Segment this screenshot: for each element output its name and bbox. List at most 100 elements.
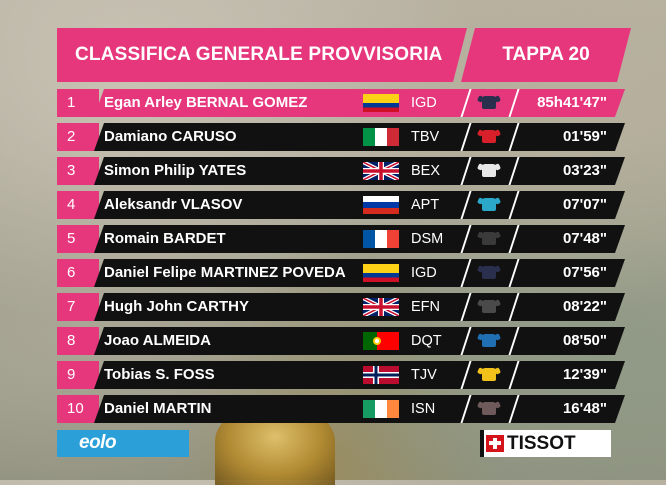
jersey-icon <box>482 402 496 415</box>
row-body <box>94 259 625 287</box>
team-code: DSM <box>411 231 444 247</box>
tissot-logo: TISSOT <box>480 430 611 457</box>
table-row: 1 Egan Arley BERNAL GOMEZ IGD 85h41'47" <box>57 89 625 117</box>
row-body <box>94 395 625 423</box>
rider-name: Egan Arley BERNAL GOMEZ <box>104 94 308 111</box>
time-gap: 07'07" <box>562 196 607 213</box>
time-gap: 07'48" <box>562 230 607 247</box>
team-code: BEX <box>411 163 441 179</box>
rider-name: Tobias S. FOSS <box>104 366 215 383</box>
rider-name: Romain BARDET <box>104 230 226 247</box>
team-jersey-cell <box>460 225 520 253</box>
rider-name: Damiano CARUSO <box>104 128 237 145</box>
table-row: 7 Hugh John CARTHY EFN 08'22" <box>57 293 625 321</box>
team-jersey-cell <box>460 191 520 219</box>
team-jersey-cell <box>460 395 520 423</box>
table-row: 3 Simon Philip YATES BEX 03'23" <box>57 157 625 185</box>
country-flag-icon <box>363 264 399 282</box>
country-flag-icon <box>363 332 399 350</box>
jersey-icon <box>482 300 496 313</box>
tissot-logo-text: TISSOT <box>507 433 576 454</box>
country-flag-icon <box>363 94 399 112</box>
team-code: ISN <box>411 401 436 417</box>
rider-name: Daniel Felipe MARTINEZ POVEDA <box>104 264 346 281</box>
time-gap: 01'59" <box>562 128 607 145</box>
row-body <box>94 327 625 355</box>
country-flag-icon <box>363 400 399 418</box>
team-jersey-cell <box>460 123 520 151</box>
team-jersey-cell <box>460 157 520 185</box>
row-body <box>94 123 625 151</box>
table-row: 10 Daniel MARTIN ISN 16'48" <box>57 395 625 423</box>
team-jersey-cell <box>460 293 520 321</box>
team-jersey-cell <box>460 327 520 355</box>
row-body <box>94 225 625 253</box>
team-code: DQT <box>411 333 442 349</box>
table-row: 5 Romain BARDET DSM 07'48" <box>57 225 625 253</box>
table-row: 6 Daniel Felipe MARTINEZ POVEDA IGD 07'56" <box>57 259 625 287</box>
tissot-logo-edge <box>480 430 484 457</box>
rank-position: 1 <box>57 89 99 117</box>
rank-position: 9 <box>57 361 99 389</box>
rank-position: 5 <box>57 225 99 253</box>
team-code: IGD <box>411 265 437 281</box>
team-jersey-cell <box>460 89 520 117</box>
team-code: TBV <box>411 129 440 145</box>
rank-position: 8 <box>57 327 99 355</box>
row-body <box>94 361 625 389</box>
time-gap: 08'50" <box>562 332 607 349</box>
header-title-panel: CLASSIFICA GENERALE PROVVISORIA <box>57 28 467 82</box>
header-stage-panel: TAPPA 20 <box>461 28 631 82</box>
row-body <box>94 89 625 117</box>
country-flag-icon <box>362 160 400 182</box>
row-body <box>94 157 625 185</box>
country-flag-icon <box>362 296 400 318</box>
eolo-logo: eolo <box>57 430 189 457</box>
row-body <box>94 191 625 219</box>
table-row: 4 Aleksandr VLASOV APT 07'07" <box>57 191 625 219</box>
time-gap: 16'48" <box>562 400 607 417</box>
country-flag-icon <box>363 366 399 384</box>
rider-name: Daniel MARTIN <box>104 400 212 417</box>
country-flag-icon <box>363 230 399 248</box>
country-flag-icon <box>363 128 399 146</box>
rank-position: 7 <box>57 293 99 321</box>
jersey-icon <box>482 334 496 347</box>
jersey-icon <box>482 130 496 143</box>
jersey-icon <box>482 96 496 109</box>
eolo-logo-text: eolo <box>79 432 117 453</box>
team-code: EFN <box>411 299 440 315</box>
jersey-icon <box>482 198 496 211</box>
table-row: 2 Damiano CARUSO TBV 01'59" <box>57 123 625 151</box>
rider-name: Joao ALMEIDA <box>104 332 211 349</box>
standings-header: CLASSIFICA GENERALE PROVVISORIA TAPPA 20 <box>57 28 631 82</box>
time-gap: 03'23" <box>562 162 607 179</box>
header-stage: TAPPA 20 <box>502 44 590 65</box>
rank-position: 3 <box>57 157 99 185</box>
row-body <box>94 293 625 321</box>
team-code: IGD <box>411 95 437 111</box>
rider-name: Aleksandr VLASOV <box>104 196 243 213</box>
table-row: 8 Joao ALMEIDA DQT 08'50" <box>57 327 625 355</box>
rank-position: 6 <box>57 259 99 287</box>
team-jersey-cell <box>460 361 520 389</box>
rank-position: 4 <box>57 191 99 219</box>
jersey-icon <box>482 368 496 381</box>
rank-position: 2 <box>57 123 99 151</box>
time-gap: 85h41'47" <box>537 94 607 111</box>
jersey-icon <box>482 232 496 245</box>
time-gap: 08'22" <box>562 298 607 315</box>
swiss-cross-icon <box>486 435 504 452</box>
rider-name: Hugh John CARTHY <box>104 298 249 315</box>
jersey-icon <box>482 164 496 177</box>
time-gap: 07'56" <box>562 264 607 281</box>
rank-position: 10 <box>57 395 99 423</box>
time-gap: 12'39" <box>562 366 607 383</box>
table-row: 9 Tobias S. FOSS TJV 12'39" <box>57 361 625 389</box>
country-flag-icon <box>363 196 399 214</box>
header-title: CLASSIFICA GENERALE PROVVISORIA <box>75 44 443 65</box>
jersey-icon <box>482 266 496 279</box>
team-code: APT <box>411 197 440 213</box>
team-code: TJV <box>411 367 437 383</box>
rider-name: Simon Philip YATES <box>104 162 247 179</box>
